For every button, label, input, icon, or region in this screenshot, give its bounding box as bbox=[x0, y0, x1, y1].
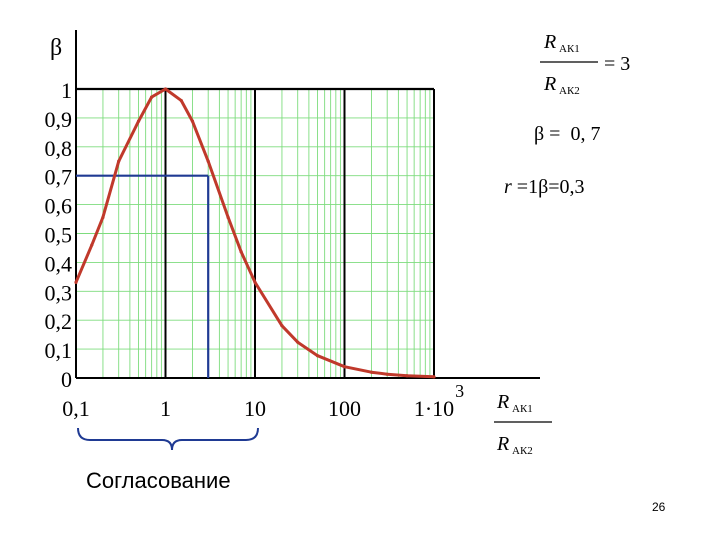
beta-annotation: β = 0, 7 bbox=[534, 123, 600, 145]
y-tick-label: 0,9 bbox=[45, 107, 73, 132]
matching-caption: Согласование bbox=[86, 468, 231, 493]
beta-curve-point bbox=[150, 95, 154, 99]
beta-curve-point bbox=[405, 374, 409, 378]
beta-curve-point bbox=[296, 340, 300, 344]
beta-curve-point bbox=[315, 354, 320, 358]
matching-brace bbox=[77, 427, 259, 451]
ratio-numerator: R bbox=[543, 31, 556, 53]
x-tick-label: 0,1 bbox=[62, 396, 90, 421]
r-annotation: r =1β=0,3 bbox=[504, 176, 585, 198]
x-axis-label: R АК1 R АК2 bbox=[494, 391, 552, 457]
axes bbox=[75, 30, 540, 379]
x-tick-label: 10 bbox=[244, 396, 266, 421]
x-label-denominator: R bbox=[496, 433, 509, 455]
x-tick-labels: 0,1 1 10 100 1·103 bbox=[62, 381, 464, 421]
y-tick-label: 0,1 bbox=[45, 338, 73, 363]
page-number: 26 bbox=[652, 500, 666, 514]
beta-curve-point bbox=[253, 280, 257, 284]
ratio-equals: = 3 bbox=[604, 53, 630, 75]
beta-curve-point bbox=[385, 372, 389, 376]
beta-curve-point bbox=[369, 370, 374, 374]
y-tick-label: 0,5 bbox=[45, 223, 73, 248]
beta-curve-point bbox=[136, 119, 141, 123]
ratio-denominator-sub: АК2 bbox=[559, 85, 580, 97]
beta-curve-point bbox=[163, 87, 168, 91]
y-tick-label: 0,8 bbox=[45, 136, 73, 161]
beta-curve-point bbox=[90, 243, 94, 247]
series-layer bbox=[74, 87, 436, 379]
beta-curve-point bbox=[179, 98, 183, 103]
r-symbol: r bbox=[504, 176, 512, 198]
x-tick-label: 100 bbox=[328, 396, 361, 421]
ratio-numerator-sub: АК1 bbox=[559, 43, 580, 55]
y-tick-label: 0,6 bbox=[45, 194, 73, 219]
beta-curve-point bbox=[432, 375, 436, 379]
x-label-numerator: R bbox=[496, 391, 509, 413]
beta-curve-point bbox=[101, 215, 105, 219]
y-tick-label: 0,4 bbox=[45, 251, 73, 276]
y-axis-label: β bbox=[50, 35, 62, 61]
beta-curve-point bbox=[190, 119, 195, 123]
x-tick-label: 1 bbox=[160, 396, 171, 421]
y-tick-label: 1 bbox=[61, 78, 72, 103]
r-value: =1β=0,3 bbox=[512, 176, 585, 198]
beta-curve-point bbox=[206, 159, 210, 163]
svg-text:r =1β=0,3: r =1β=0,3 bbox=[504, 176, 585, 198]
x-tick-exponent: 3 bbox=[455, 381, 464, 401]
x-tick-label: 1·10 bbox=[414, 396, 454, 421]
beta-curve-point bbox=[74, 280, 78, 284]
y-tick-label: 0,3 bbox=[45, 280, 73, 305]
beta-curve-point bbox=[342, 365, 347, 369]
beta-curve-point bbox=[226, 215, 230, 219]
x-label-numerator-sub: АК1 bbox=[512, 403, 533, 415]
reference-lines bbox=[76, 174, 210, 378]
beta-curve-point bbox=[280, 324, 284, 328]
y-tick-label: 0 bbox=[61, 367, 72, 392]
y-tick-labels: 0 0,1 0,2 0,3 0,4 0,5 0,6 0,7 0,8 0,9 1 bbox=[45, 78, 73, 392]
ratio-denominator: R bbox=[543, 73, 556, 95]
beta-curve-point bbox=[117, 159, 121, 163]
x-label-denominator-sub: АК2 bbox=[512, 445, 533, 457]
ratio-annotation: R АК1 R АК2 = 3 bbox=[540, 31, 630, 97]
major-grid bbox=[76, 87, 435, 378]
y-tick-label: 0,2 bbox=[45, 309, 73, 334]
y-tick-label: 0,7 bbox=[45, 165, 73, 190]
beta-curve-point bbox=[239, 250, 243, 254]
